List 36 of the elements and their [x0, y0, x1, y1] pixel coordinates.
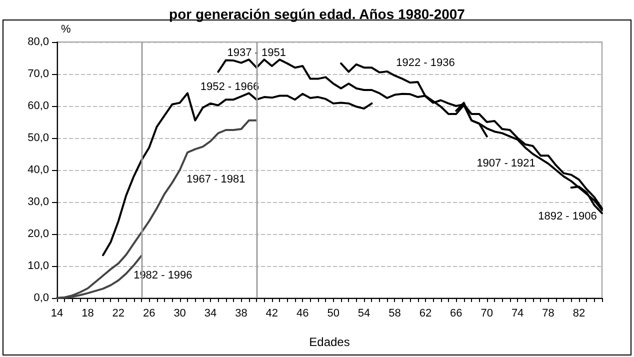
x-tick-label: 66	[450, 308, 462, 320]
chart-title: por generación según edad. Años 1980-2007	[169, 6, 466, 22]
x-tick-label: 62	[419, 308, 432, 320]
x-tick-label: 18	[82, 308, 94, 320]
series-label: 1922 - 1936	[396, 56, 455, 69]
y-tick-label: 10,0	[28, 260, 49, 272]
x-tick-label: 54	[358, 308, 370, 320]
series-label: 1892 - 1906	[538, 210, 597, 222]
y-tick-label: 30,0	[28, 196, 49, 208]
y-axis-title: %	[61, 24, 71, 36]
x-tick-label: 22	[112, 308, 125, 320]
x-tick-label: 14	[50, 308, 64, 320]
series-label: 1982 - 1996	[134, 270, 192, 282]
x-tick-label: 38	[235, 308, 248, 320]
x-tick-label: 82	[572, 308, 586, 320]
y-tick-label: 0,0	[34, 292, 49, 304]
y-tick-label: 40,0	[28, 164, 49, 176]
x-tick-label: 78	[542, 308, 554, 320]
y-tick-label: 70,0	[28, 68, 49, 80]
x-tick-label: 42	[266, 308, 278, 320]
y-tick-label: 60,0	[28, 100, 49, 112]
series-label: 1967 - 1981	[186, 174, 246, 186]
x-axis-title: Edades	[309, 335, 350, 349]
x-tick-label: 26	[142, 308, 156, 320]
y-tick-label: 50,0	[28, 132, 49, 144]
x-tick-label: 50	[327, 308, 340, 320]
y-tick-label: 80,0	[28, 36, 49, 48]
series-label: 1907 - 1921	[476, 158, 536, 170]
x-tick-label: 70	[480, 308, 493, 320]
x-tick-label: 30	[174, 308, 186, 320]
x-tick-label: 46	[296, 308, 309, 320]
series-label: 1952 - 1966	[200, 80, 260, 93]
x-tick-label: 34	[204, 308, 217, 320]
x-tick-label: 74	[511, 308, 524, 320]
y-tick-label: 20,0	[28, 228, 49, 240]
x-tick-label: 58	[388, 308, 401, 320]
